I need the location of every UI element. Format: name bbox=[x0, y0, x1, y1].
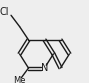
Text: Cl: Cl bbox=[0, 7, 9, 17]
Text: N: N bbox=[41, 63, 48, 73]
Text: Me: Me bbox=[13, 76, 26, 83]
